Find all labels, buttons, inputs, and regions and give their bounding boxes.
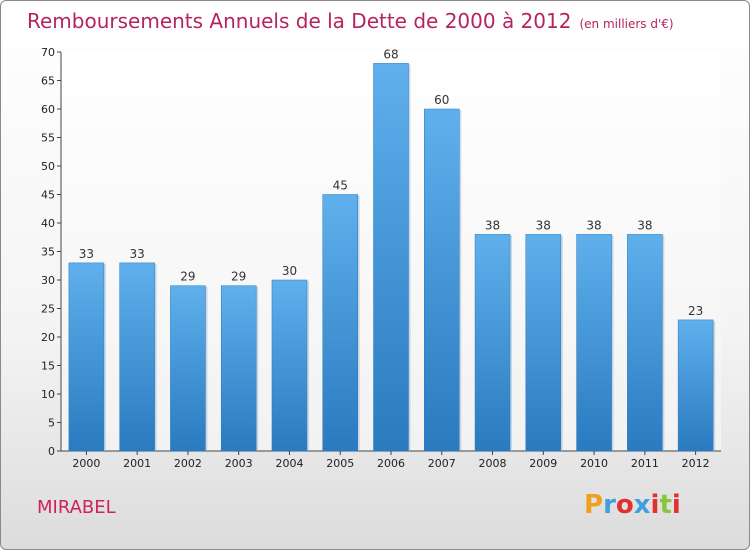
y-tick-label: 70 [41,46,55,59]
x-tick-label: 2003 [225,457,253,470]
y-tick-label: 0 [48,445,55,458]
bar [220,285,257,452]
proxiti-logo[interactable]: Proxiti [584,490,681,520]
logo-letter: t [659,490,672,520]
bar-value-label: 33 [130,247,145,261]
y-tick-label: 20 [41,331,55,344]
y-tick-label: 10 [41,388,55,401]
logo-letter: r [603,490,616,520]
bar-value-label: 29 [180,270,195,284]
x-tick-label: 2006 [377,457,405,470]
bar [271,279,308,452]
x-tick-label: 2001 [123,457,151,470]
y-tick-label: 65 [41,75,55,88]
x-tick-label: 2002 [174,457,202,470]
x-tick-label: 2012 [682,457,710,470]
bar-value-label: 38 [536,218,551,232]
bar [322,194,358,452]
logo-letter: P [584,490,604,520]
bar-value-label: 68 [383,47,398,61]
bar [576,234,612,452]
x-tick-label: 2010 [580,457,608,470]
bar [525,234,562,452]
y-tick-label: 40 [41,217,55,230]
bar-value-label: 30 [282,264,297,278]
bar-value-label: 23 [688,304,703,318]
bar [68,262,105,452]
x-tick-label: 2000 [72,457,100,470]
bar [677,319,714,452]
bar-value-label: 45 [333,179,348,193]
y-tick-label: 35 [41,246,55,259]
bar [170,285,206,452]
x-tick-label: 2005 [326,457,354,470]
bar-value-label: 33 [79,247,94,261]
bar [119,262,155,452]
bar [474,234,511,452]
y-tick-label: 25 [41,303,55,316]
x-tick-label: 2007 [428,457,456,470]
bar-value-label: 38 [485,218,500,232]
y-tick-label: 15 [41,360,55,373]
bar [424,108,460,452]
x-tick-label: 2009 [529,457,557,470]
chart-subtitle: (en milliers d'€) [579,17,674,31]
bar [373,63,409,452]
y-tick-label: 50 [41,160,55,173]
y-tick-label: 45 [41,189,55,202]
y-tick-label: 60 [41,103,55,116]
x-tick-label: 2011 [631,457,659,470]
x-tick-label: 2008 [479,457,507,470]
bar [627,234,663,452]
x-tick-label: 2004 [275,457,303,470]
bar-value-label: 60 [434,93,449,107]
logo-letter: i [650,490,660,520]
y-tick-label: 55 [41,132,55,145]
bar-value-label: 29 [231,270,246,284]
chart-title-text: Remboursements Annuels de la Dette de 20… [27,9,572,33]
logo-letter: o [615,490,634,520]
logo-letter: x [633,490,651,520]
bar-value-label: 38 [586,218,601,232]
logo-letter: i [671,490,681,520]
y-tick-label: 5 [48,417,55,430]
commune-name: MIRABEL [37,497,116,518]
y-tick-label: 30 [41,274,55,287]
chart-title: Remboursements Annuels de la Dette de 20… [27,9,674,33]
bar-value-label: 38 [637,218,652,232]
